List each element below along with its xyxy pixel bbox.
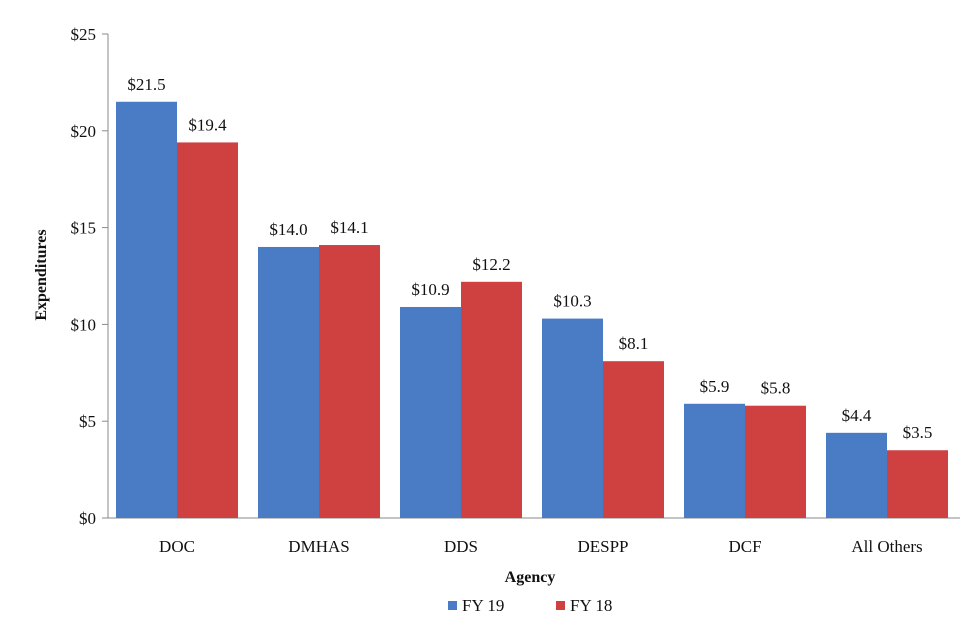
bar-fy-18	[177, 142, 238, 518]
y-tick-label: $0	[79, 509, 96, 528]
data-label: $3.5	[903, 423, 933, 442]
bar-fy-18	[887, 450, 948, 518]
x-category-label: All Others	[851, 537, 922, 556]
x-category-label: DMHAS	[288, 537, 349, 556]
data-label: $12.2	[472, 255, 510, 274]
data-label: $19.4	[188, 115, 227, 134]
data-label: $10.9	[411, 280, 449, 299]
bar-fy-18	[603, 361, 664, 518]
data-label: $21.5	[127, 75, 165, 94]
bar-fy-18	[319, 245, 380, 519]
data-label: $5.8	[761, 379, 791, 398]
bar-fy-18	[461, 281, 522, 518]
y-axis-ticks: $0 $5 $10 $15 $20 $25	[71, 25, 108, 528]
bar-fy-19	[542, 318, 603, 518]
x-category-label: DDS	[444, 537, 478, 556]
data-label: $5.9	[700, 377, 730, 396]
data-label: $4.4	[842, 406, 872, 425]
bar-fy-19	[400, 306, 461, 518]
y-tick-label: $10	[71, 315, 97, 334]
y-axis-title: Expenditures	[33, 229, 50, 320]
legend-label: FY 19	[462, 596, 504, 615]
data-labels: $21.5 $19.4 $14.0 $14.1 $10.9 $12.2 $10.3 $8.1 $…	[127, 75, 932, 442]
data-label: $8.1	[619, 334, 649, 353]
data-label: $14.1	[330, 218, 368, 237]
x-axis-category-labels: DOC DMHAS DDS DESPP DCF All Others	[159, 537, 923, 556]
data-label: $10.3	[553, 292, 591, 311]
bar-fy-19	[258, 246, 319, 518]
bars	[116, 101, 948, 519]
bar-fy-19	[684, 403, 745, 518]
legend-swatch	[448, 601, 457, 610]
x-category-label: DOC	[159, 537, 195, 556]
x-category-label: DCF	[728, 537, 761, 556]
legend-label: FY 18	[570, 596, 612, 615]
legend: FY 19 FY 18	[448, 596, 612, 615]
y-tick-label: $25	[71, 25, 97, 44]
y-tick-label: $5	[79, 412, 96, 431]
y-tick-label: $20	[71, 122, 97, 141]
bar-fy-18	[745, 405, 806, 518]
y-tick-label: $15	[71, 219, 97, 238]
bar-fy-19	[826, 432, 887, 518]
bar-fy-19	[116, 101, 177, 518]
legend-swatch	[556, 601, 565, 610]
x-category-label: DESPP	[577, 537, 628, 556]
x-axis-title: Agency	[505, 569, 556, 586]
data-label: $14.0	[269, 220, 307, 239]
